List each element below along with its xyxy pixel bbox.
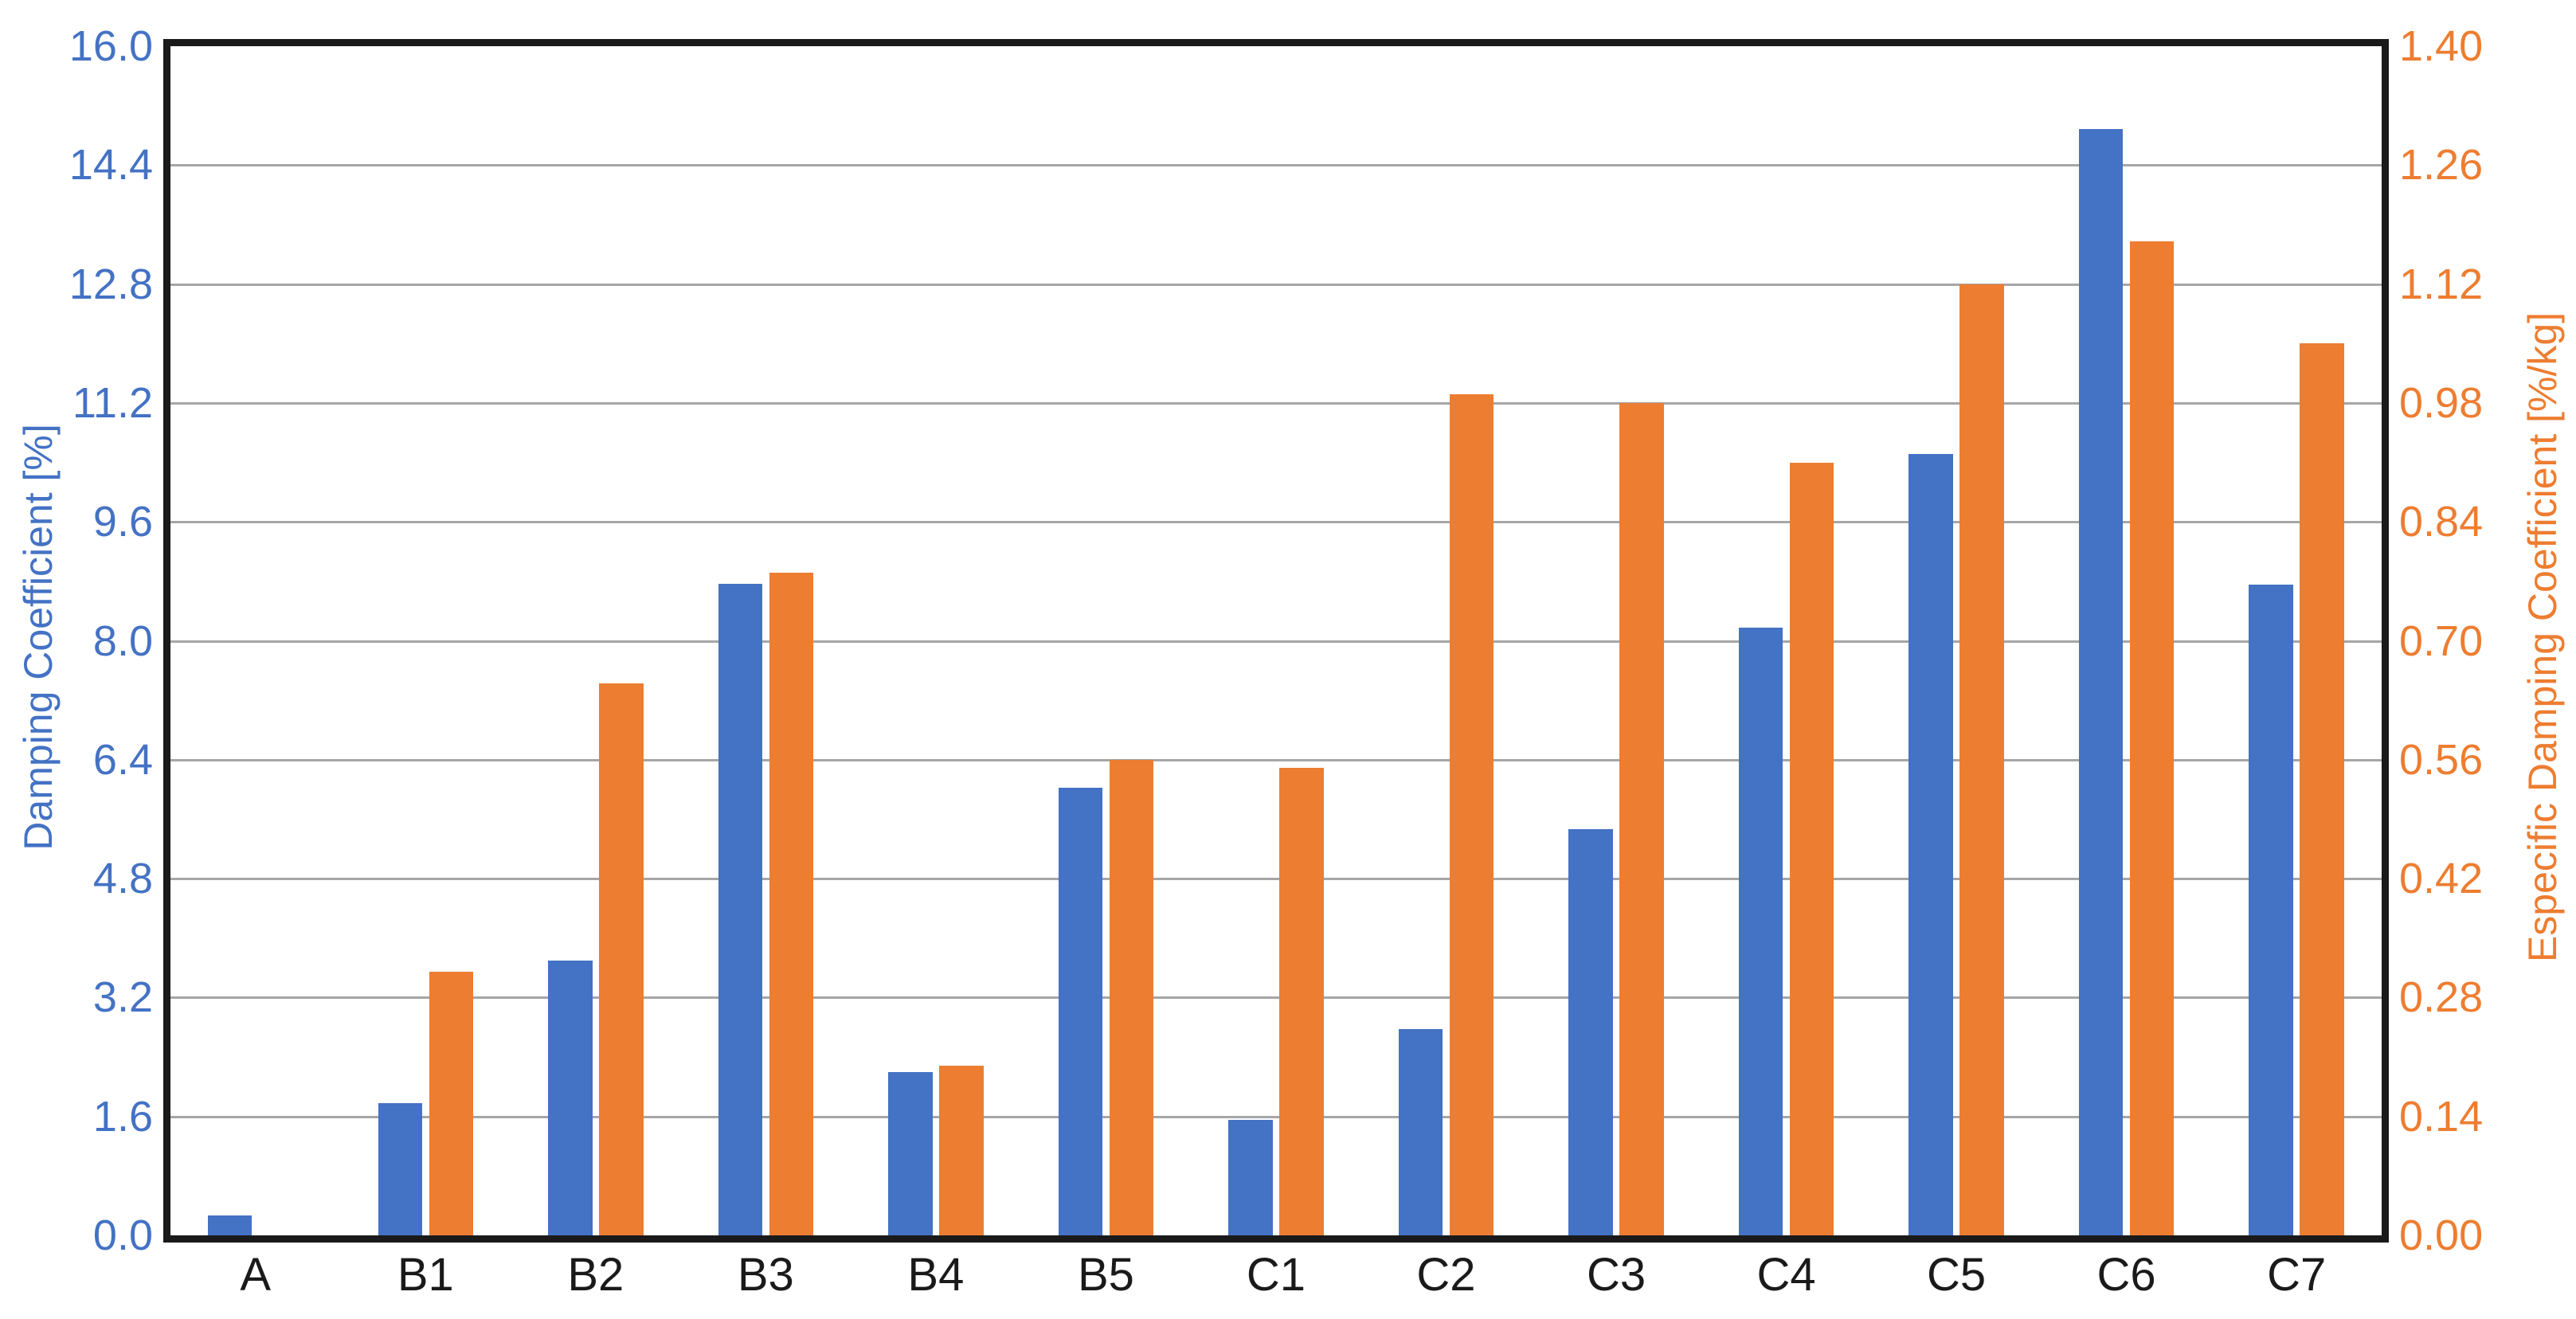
bar-damping-B2 [548, 960, 593, 1235]
left-axis-tick-label: 9.6 [92, 498, 153, 546]
left-axis-tick-label: 12.8 [69, 260, 153, 308]
gridline [170, 878, 2382, 881]
category-C5 [1871, 46, 2042, 1235]
x-label-A: A [240, 1249, 272, 1301]
bar-damping-B4 [888, 1071, 933, 1235]
x-label-C2: C2 [1416, 1249, 1476, 1301]
bar-especific-damping-C4 [1789, 462, 1834, 1235]
bar-especific-damping-B3 [769, 573, 814, 1235]
left-axis-tick-label: 16.0 [69, 22, 153, 70]
bar-especific-damping-C7 [2300, 343, 2344, 1235]
bar-especific-damping-C2 [1449, 394, 1494, 1235]
bar-especific-damping-B5 [1109, 759, 1154, 1235]
right-axis-tick-label: 0.98 [2399, 378, 2484, 427]
x-label-C1: C1 [1246, 1249, 1306, 1301]
x-label-B5: B5 [1077, 1249, 1134, 1301]
gridline [170, 283, 2382, 286]
gridline [170, 1115, 2382, 1118]
left-axis-tick-label: 14.4 [69, 141, 153, 190]
bar-especific-damping-C1 [1279, 768, 1324, 1235]
category-B2 [511, 46, 681, 1235]
left-axis-tick-label: 0.0 [92, 1211, 153, 1259]
category-B5 [1021, 46, 1192, 1235]
category-B3 [681, 46, 851, 1235]
bar-damping-A [207, 1215, 253, 1235]
left-axis-tick-labels: 16.0 14.4 12.8 11.2 9.6 8.0 6.4 4.8 3.2 1.6 0.0 [0, 25, 153, 1257]
x-label-B3: B3 [737, 1249, 794, 1301]
category-B4 [851, 46, 1021, 1235]
bar-damping-C6 [2078, 128, 2124, 1235]
right-axis-tick-label: 0.70 [2399, 616, 2484, 665]
right-axis-tick-label: 1.12 [2399, 260, 2484, 308]
x-label-C7: C7 [2267, 1249, 2327, 1301]
gridline [170, 996, 2382, 1000]
bar-damping-C7 [2249, 584, 2293, 1235]
x-axis-category-labels: A B1 B2 B3 B4 B5 C1 C2 C3 C4 C5 C6 C7 [170, 1252, 2382, 1298]
bar-damping-C3 [1568, 828, 1613, 1235]
bar-damping-B5 [1058, 788, 1103, 1235]
gridline [170, 640, 2382, 643]
bar-damping-C4 [1738, 627, 1783, 1235]
plot-area [170, 46, 2382, 1235]
bar-especific-damping-C3 [1619, 402, 1664, 1235]
bar-especific-damping-C5 [1959, 284, 2004, 1235]
category-C2 [1361, 46, 1532, 1235]
right-axis-tick-label: 0.00 [2399, 1211, 2484, 1259]
bar-especific-damping-B1 [429, 972, 474, 1235]
gridline [170, 164, 2382, 167]
category-C3 [1531, 46, 1701, 1235]
x-label-B1: B1 [397, 1249, 454, 1301]
category-C6 [2042, 46, 2212, 1235]
left-axis-tick-label: 1.6 [92, 1092, 153, 1141]
bar-damping-B3 [718, 583, 763, 1235]
x-label-C5: C5 [1927, 1249, 1987, 1301]
bar-especific-damping-B4 [939, 1065, 984, 1235]
category-C1 [1191, 46, 1361, 1235]
x-label-C6: C6 [2096, 1249, 2156, 1301]
gridline [170, 758, 2382, 761]
right-axis-tick-label: 0.56 [2399, 735, 2484, 784]
left-axis-tick-label: 6.4 [92, 735, 153, 784]
category-B1 [341, 46, 511, 1235]
left-axis-tick-label: 11.2 [72, 378, 153, 427]
bar-especific-damping-B2 [599, 683, 644, 1235]
x-label-C4: C4 [1756, 1249, 1816, 1301]
bar-damping-C2 [1398, 1028, 1443, 1235]
right-axis-tick-label: 0.84 [2399, 498, 2484, 546]
right-axis-tick-label: 1.26 [2399, 141, 2484, 190]
gridline [170, 521, 2382, 524]
category-A [170, 46, 341, 1235]
bar-damping-C5 [1909, 454, 1953, 1235]
right-axis-title: Especific Damping Coefficient [%/kg] [2520, 311, 2565, 963]
x-label-C3: C3 [1586, 1249, 1646, 1301]
x-label-B4: B4 [907, 1249, 965, 1301]
bar-especific-damping-C6 [2129, 241, 2175, 1235]
left-axis-tick-label: 3.2 [92, 973, 153, 1022]
gridline [170, 401, 2382, 405]
right-axis-tick-label: 0.42 [2399, 855, 2484, 903]
x-label-B2: B2 [567, 1249, 624, 1301]
right-axis-tick-label: 1.40 [2399, 22, 2484, 70]
right-axis-tick-label: 0.28 [2399, 973, 2484, 1022]
bar-row [170, 46, 2382, 1235]
bar-damping-C1 [1228, 1120, 1273, 1235]
left-axis-tick-label: 8.0 [92, 616, 153, 665]
category-C7 [2211, 46, 2382, 1235]
right-axis-tick-labels: 1.40 1.26 1.12 0.98 0.84 0.70 0.56 0.42 0.28 0.14… [2399, 25, 2574, 1257]
left-axis-tick-label: 4.8 [92, 855, 153, 903]
category-C4 [1701, 46, 1872, 1235]
bar-damping-B1 [378, 1102, 423, 1235]
right-axis-tick-label: 0.14 [2399, 1092, 2484, 1141]
